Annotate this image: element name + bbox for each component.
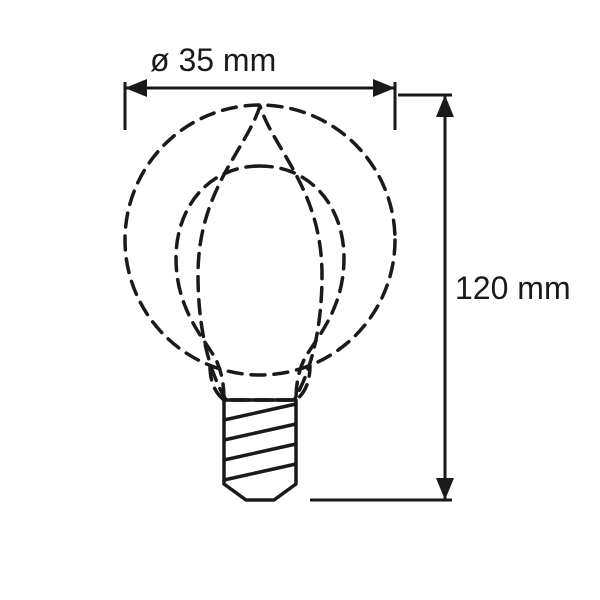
globe-outline: [125, 105, 395, 375]
height-label: 120 mm: [455, 270, 571, 307]
socket-thread-1: [224, 424, 296, 440]
socket-thread-3: [224, 464, 296, 480]
diameter-arrow-right: [373, 79, 395, 97]
diameter-label: ø 35 mm: [150, 42, 276, 79]
diameter-arrow-left: [125, 79, 147, 97]
height-arrow-bottom: [436, 478, 454, 500]
socket-thread-0: [224, 404, 296, 420]
height-arrow-top: [436, 95, 454, 117]
candle-bulb-outline: [198, 106, 322, 400]
classic-bulb-outline: [176, 166, 344, 400]
socket-outline: [224, 400, 296, 500]
socket-thread-2: [224, 444, 296, 460]
bulb-dimension-diagram: ø 35 mm 120 mm: [0, 0, 600, 600]
